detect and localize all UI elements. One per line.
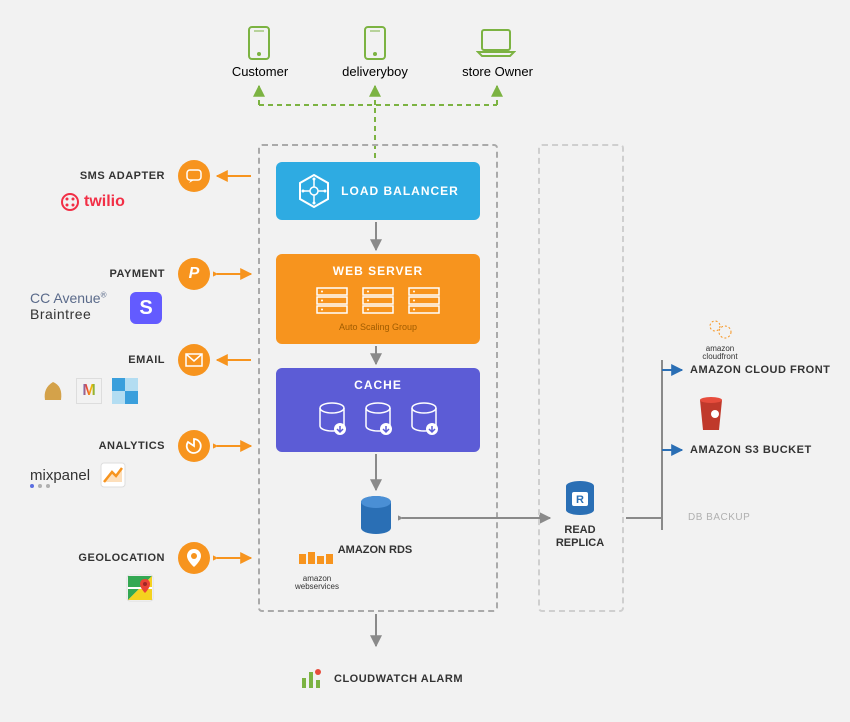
analytics-icon xyxy=(178,430,210,462)
s3-label: AMAZON S3 BUCKET xyxy=(690,444,812,456)
load-balancer-title: LOAD BALANCER xyxy=(341,184,459,198)
aws-badge-text: amazon webservices xyxy=(288,575,346,591)
rds-icon xyxy=(358,494,394,543)
ga-icon xyxy=(100,462,126,488)
cloudfront-small-badge: amazon cloudfront xyxy=(690,318,750,361)
sms-section-label: SMS ADAPTER xyxy=(60,170,165,182)
svg-text:R: R xyxy=(576,494,584,506)
payment-arrow xyxy=(213,268,255,280)
cache-title: CACHE xyxy=(276,378,480,392)
arrow-cache-rds xyxy=(370,454,382,494)
server-icons-row xyxy=(276,286,480,316)
mixpanel-dots xyxy=(30,484,50,488)
cloudfront-small-text: amazon cloudfront xyxy=(690,345,750,361)
mailchimp-icon xyxy=(40,378,66,404)
email-vendors: M xyxy=(40,378,138,404)
mandrill-badge: M xyxy=(76,378,102,404)
payment-icon: P xyxy=(178,258,210,290)
cloudwatch-label: CLOUDWATCH ALARM xyxy=(334,673,463,685)
stripe-badge: S xyxy=(130,292,162,324)
geo-arrow xyxy=(213,552,255,564)
read-replica-icon: R xyxy=(562,480,598,525)
sendgrid-icon xyxy=(112,378,138,404)
email-section-label: EMAIL xyxy=(60,354,165,366)
s3-icon xyxy=(694,396,728,439)
asg-label: Auto Scaling Group xyxy=(276,322,480,332)
payment-section-label: PAYMENT xyxy=(60,268,165,280)
cloudwatch-row: CLOUDWATCH ALARM xyxy=(300,668,463,690)
server-icon xyxy=(315,286,349,316)
server-icon xyxy=(361,286,395,316)
db-icon xyxy=(409,402,439,436)
rds-label: AMAZON RDS xyxy=(330,544,420,556)
sms-arrow xyxy=(213,170,255,182)
cloudfront-label: AMAZON CLOUD FRONT xyxy=(690,364,830,376)
db-icon xyxy=(363,402,393,436)
db-icon xyxy=(317,402,347,436)
load-balancer-box: LOAD BALANCER xyxy=(276,162,480,220)
db-backup-label: DB BACKUP xyxy=(688,512,750,523)
ccavenue-text: CC CC AvenueAvenue® xyxy=(30,290,107,306)
server-icon xyxy=(407,286,441,316)
analytics-arrow xyxy=(213,440,255,452)
geo-icon xyxy=(178,542,210,574)
payment-vendors: CC CC AvenueAvenue® Braintree xyxy=(30,290,107,322)
sms-icon xyxy=(178,160,210,192)
web-server-box: WEB SERVER Auto Scaling Group xyxy=(276,254,480,344)
arrow-rds-replica xyxy=(398,512,558,524)
google-maps-icon xyxy=(126,574,154,607)
email-icon xyxy=(178,344,210,376)
arrow-lb-web xyxy=(370,222,382,254)
load-balancer-icon xyxy=(297,174,331,208)
cloudwatch-icon xyxy=(300,668,324,690)
twilio-text: twilio xyxy=(84,193,125,211)
right-connector xyxy=(626,360,686,540)
arrow-rds-cloudwatch xyxy=(370,614,382,650)
aws-badge: amazon webservices xyxy=(288,550,346,591)
cache-box: CACHE xyxy=(276,368,480,452)
twilio-vendor: twilio xyxy=(60,192,125,212)
web-server-title: WEB SERVER xyxy=(276,264,480,278)
email-arrow xyxy=(213,354,255,366)
geo-section-label: GEOLOCATION xyxy=(60,552,165,564)
analytics-section-label: ANALYTICS xyxy=(60,440,165,452)
read-replica-label: READ REPLICA xyxy=(550,524,610,550)
braintree-text: Braintree xyxy=(30,306,107,322)
mixpanel-text: mixpanel xyxy=(30,467,90,484)
cache-icons-row xyxy=(276,402,480,436)
arrow-web-cache xyxy=(370,346,382,368)
